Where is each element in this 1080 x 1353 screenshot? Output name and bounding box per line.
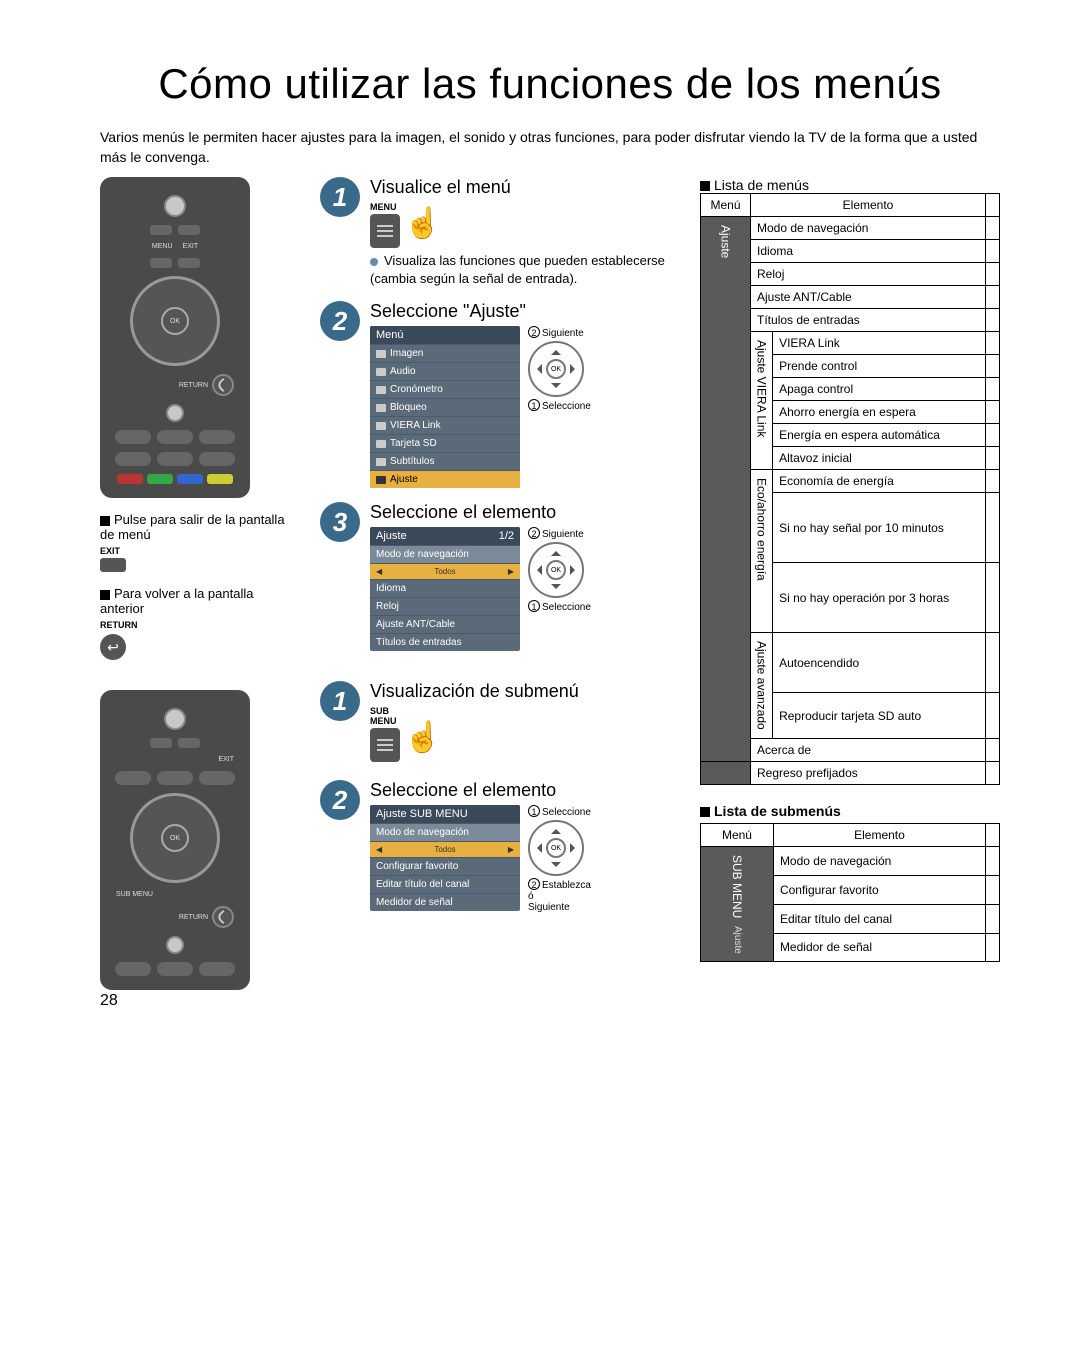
submenu-button-icon — [370, 728, 400, 762]
sub-step-2: 2 Seleccione el elemento Ajuste SUB MENU… — [320, 780, 680, 913]
menu-button-icon — [370, 214, 400, 248]
dpad-diagram-icon: OK — [528, 341, 584, 397]
osd-menu: Menú Imagen Audio Cronómetro Bloqueo VIE… — [370, 326, 520, 488]
ok-button-icon: OK — [161, 307, 189, 335]
remote-illustration-2: EXIT OK SUB MENU RETURN — [100, 690, 250, 990]
dpad-icon: OK — [130, 276, 220, 366]
intro-text: Varios menús le permiten hacer ajustes p… — [100, 128, 1000, 167]
step-number-icon: 1 — [320, 177, 360, 217]
osd-submenu: Ajuste SUB MENU Modo de navegación ◀ Tod… — [370, 805, 520, 911]
menu-list-heading: Lista de menús — [714, 177, 809, 193]
page-number: 28 — [100, 992, 118, 1010]
return-note: Para volver a la pantalla anterior RETUR… — [100, 586, 300, 660]
page-title: Cómo utilizar las funciones de los menús — [100, 60, 1000, 108]
submenu-list-heading: Lista de submenús — [714, 803, 841, 819]
hand-icon — [400, 212, 440, 252]
step-3: 3 Seleccione el elemento Ajuste1/2 Modo … — [320, 502, 680, 651]
step-1: 1 Visualice el menú MENU Visualiza las f… — [320, 177, 680, 287]
power-button-icon — [164, 195, 186, 217]
remote-illustration-1: MENUEXIT OK RETURN — [100, 177, 250, 498]
osd-ajuste: Ajuste1/2 Modo de navegación ◀ Todos ▶ I… — [370, 527, 520, 651]
exit-note: Pulse para salir de la pantalla de menú … — [100, 512, 300, 572]
step-title: Visualice el menú — [370, 177, 680, 198]
menu-list-table: MenúElemento Ajuste Modo de navegación I… — [700, 193, 1000, 785]
sub-step-1: 1 Visualización de submenú SUB MENU — [320, 681, 680, 766]
return-key-icon: ↩ — [100, 634, 126, 660]
step-2: 2 Seleccione "Ajuste" Menú Imagen Audio … — [320, 301, 680, 488]
exit-key-icon — [100, 558, 126, 572]
return-button-icon — [212, 374, 234, 396]
submenu-list-table: MenúElemento SUB MENU Ajuste Modo de nav… — [700, 823, 1000, 962]
hand-icon — [400, 726, 440, 766]
